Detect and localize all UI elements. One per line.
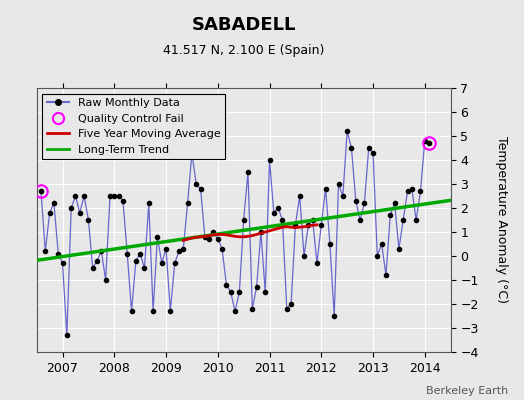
Text: 41.517 N, 2.100 E (Spain): 41.517 N, 2.100 E (Spain): [163, 44, 324, 57]
Y-axis label: Temperature Anomaly (°C): Temperature Anomaly (°C): [495, 136, 508, 304]
Legend: Raw Monthly Data, Quality Control Fail, Five Year Moving Average, Long-Term Tren: Raw Monthly Data, Quality Control Fail, …: [42, 94, 225, 159]
Text: SABADELL: SABADELL: [191, 16, 296, 34]
Text: Berkeley Earth: Berkeley Earth: [426, 386, 508, 396]
